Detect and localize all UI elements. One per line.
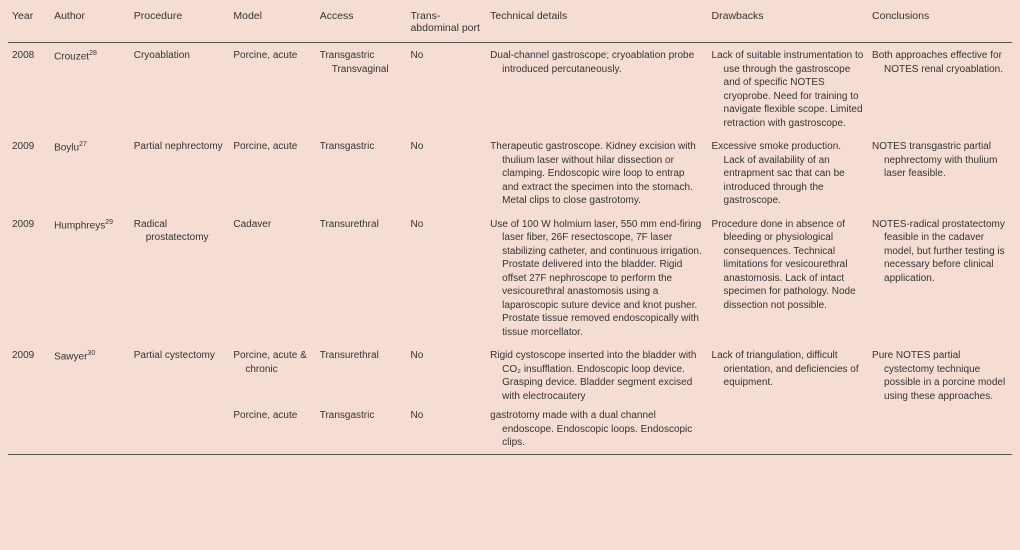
cell-technical: Dual-channel gastroscope; cryoablation p… [486, 43, 707, 135]
cell-drawbacks: Lack of suitable instrumentation to use … [708, 43, 869, 135]
cell-conclusions: NOTES transgastric partial nephrectomy w… [868, 134, 1012, 212]
cell-technical: Rigid cystoscope inserted into the bladd… [486, 343, 707, 407]
author-ref: 29 [105, 219, 113, 226]
table-row: 2009 Sawyer30 Partial cystectomy Porcine… [8, 343, 1012, 407]
cell-drawbacks: Procedure done in absence of bleeding or… [708, 212, 869, 344]
table-row: 2009 Boylu27 Partial nephrectomy Porcine… [8, 134, 1012, 212]
data-table: Year Author Procedure Model Access Trans… [8, 4, 1012, 459]
author-name: Humphreys [54, 220, 105, 231]
cell-year: 2009 [8, 343, 50, 407]
cell-model: Porcine, acute [229, 134, 315, 212]
table-container: Year Author Procedure Model Access Trans… [0, 0, 1020, 469]
col-header-conclusions: Conclusions [868, 4, 1012, 43]
cell-model: Porcine, acute & chronic [229, 343, 315, 407]
cell-technical: Therapeutic gastroscope. Kidney excision… [486, 134, 707, 212]
cell-port: No [406, 43, 486, 135]
col-header-port: Trans-abdominal port [406, 4, 486, 43]
col-header-year: Year [8, 4, 50, 43]
cell-author: Humphreys29 [50, 212, 130, 344]
cell-author: Boylu27 [50, 134, 130, 212]
table-body: 2008 Crouzet28 Cryoablation Porcine, acu… [8, 43, 1012, 455]
col-header-model: Model [229, 4, 315, 43]
table-row: Porcine, acute Transgastric No gastrotom… [8, 407, 1012, 454]
cell-model: Porcine, acute [229, 43, 315, 135]
author-ref: 30 [87, 350, 95, 357]
author-name: Sawyer [54, 351, 87, 362]
author-name: Crouzet [54, 51, 89, 62]
cell-access: Transurethral [316, 343, 407, 407]
cell-author: Sawyer30 [50, 343, 130, 407]
col-header-access: Access [316, 4, 407, 43]
col-header-drawbacks: Drawbacks [708, 4, 869, 43]
table-row: 2008 Crouzet28 Cryoablation Porcine, acu… [8, 43, 1012, 135]
cell-conclusions: Both approaches effective for NOTES rena… [868, 43, 1012, 135]
cell-drawbacks: Lack of triangulation, difficult orienta… [708, 343, 869, 407]
cell-port: No [406, 343, 486, 407]
cell-model: Porcine, acute [229, 407, 315, 454]
col-header-technical: Technical details [486, 4, 707, 43]
table-header: Year Author Procedure Model Access Trans… [8, 4, 1012, 43]
cell-access: Transgastric [316, 134, 407, 212]
cell-access: Transurethral [316, 212, 407, 344]
cell-author [50, 407, 130, 454]
cell-conclusions [868, 407, 1012, 454]
table-footer-rule [8, 454, 1012, 459]
cell-technical: Use of 100 W holmium laser, 550 mm end-f… [486, 212, 707, 344]
cell-conclusions: NOTES-radical prostatectomy feasible in … [868, 212, 1012, 344]
author-ref: 27 [79, 141, 87, 148]
col-header-author: Author [50, 4, 130, 43]
cell-port: No [406, 134, 486, 212]
cell-year [8, 407, 50, 454]
cell-year: 2009 [8, 134, 50, 212]
cell-access: Transgastric [316, 407, 407, 454]
cell-author: Crouzet28 [50, 43, 130, 135]
author-name: Boylu [54, 142, 79, 153]
cell-procedure: Partial nephrectomy [130, 134, 230, 212]
cell-year: 2008 [8, 43, 50, 135]
col-header-procedure: Procedure [130, 4, 230, 43]
cell-drawbacks [708, 407, 869, 454]
cell-port: No [406, 212, 486, 344]
cell-year: 2009 [8, 212, 50, 344]
cell-procedure: Cryoablation [130, 43, 230, 135]
cell-drawbacks: Excessive smoke production. Lack of avai… [708, 134, 869, 212]
cell-port: No [406, 407, 486, 454]
cell-procedure: Radical prostatectomy [130, 212, 230, 344]
author-ref: 28 [89, 50, 97, 57]
cell-model: Cadaver [229, 212, 315, 344]
cell-procedure: Partial cystectomy [130, 343, 230, 407]
cell-conclusions: Pure NOTES partial cystectomy technique … [868, 343, 1012, 407]
cell-access: Transgastric Transvaginal [316, 43, 407, 135]
table-row: 2009 Humphreys29 Radical prostatectomy C… [8, 212, 1012, 344]
cell-technical: gastrotomy made with a dual channel endo… [486, 407, 707, 454]
cell-procedure [130, 407, 230, 454]
